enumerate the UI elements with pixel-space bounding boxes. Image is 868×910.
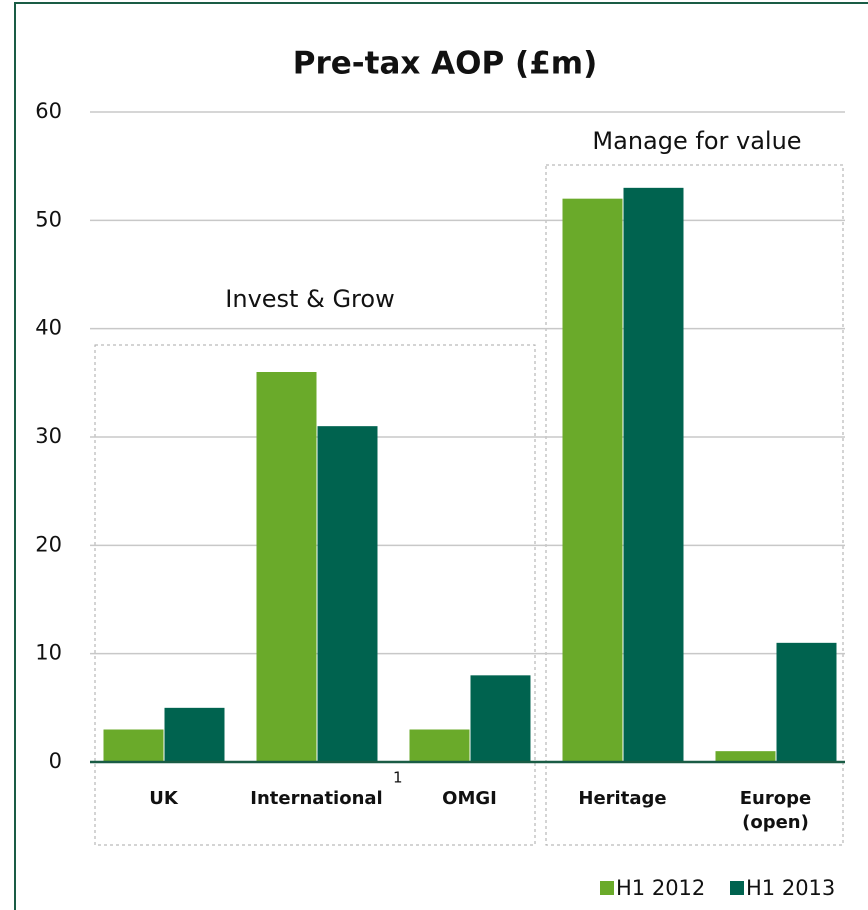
legend-label: H1 2012 [616, 876, 705, 900]
bar [715, 751, 776, 762]
x-tick-label: International [250, 788, 383, 809]
y-tick-label: 20 [35, 532, 62, 556]
footnote-marker: 1 [393, 769, 403, 787]
legend-swatch [600, 881, 614, 895]
bar [103, 729, 164, 762]
group-label: Manage for value [592, 127, 801, 155]
bar [317, 426, 378, 762]
group-label: Invest & Grow [225, 285, 394, 313]
bar [409, 729, 470, 762]
y-tick-label: 50 [35, 207, 62, 231]
x-tick-label: Heritage [578, 788, 667, 809]
x-tick-label: OMGI [442, 788, 497, 809]
bar [562, 198, 623, 762]
bar [623, 187, 684, 763]
legend-label: H1 2013 [746, 876, 835, 900]
frame [14, 2, 868, 910]
bar [256, 372, 317, 762]
x-tick-label: UK [149, 788, 178, 809]
y-tick-label: 10 [35, 641, 62, 665]
bar [470, 675, 531, 762]
x-tick-label: Europe (open) [739, 788, 812, 833]
y-tick-label: 40 [35, 316, 62, 340]
y-tick-label: 30 [35, 424, 62, 448]
group-box [94, 344, 536, 846]
legend-swatch [730, 881, 744, 895]
bar [776, 642, 837, 762]
y-tick-label: 60 [35, 99, 62, 123]
y-tick-label: 0 [49, 749, 62, 773]
group-box [545, 164, 844, 846]
chart-title: Pre-tax AOP (£m) [293, 46, 598, 82]
bar [164, 707, 225, 762]
